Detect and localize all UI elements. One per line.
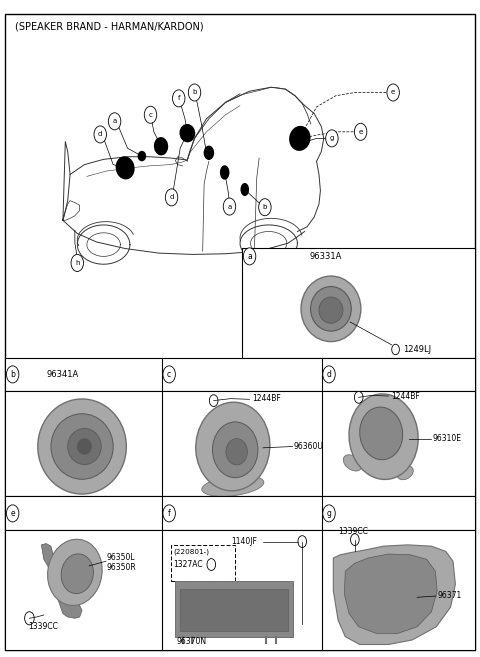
Text: 96350L: 96350L — [107, 553, 135, 562]
Circle shape — [6, 505, 19, 522]
Text: d: d — [326, 370, 332, 379]
Ellipse shape — [180, 124, 195, 143]
Circle shape — [94, 126, 107, 143]
FancyBboxPatch shape — [5, 14, 475, 650]
FancyBboxPatch shape — [175, 581, 293, 637]
Text: 1339CC: 1339CC — [28, 622, 59, 631]
Text: 96350R: 96350R — [107, 562, 137, 572]
Circle shape — [163, 366, 175, 383]
Text: a: a — [228, 204, 231, 210]
Ellipse shape — [213, 422, 258, 478]
Ellipse shape — [154, 137, 168, 156]
Circle shape — [24, 612, 34, 625]
Text: c: c — [149, 112, 153, 118]
Circle shape — [108, 113, 121, 130]
Text: (SPEAKER BRAND - HARMAN/KARDON): (SPEAKER BRAND - HARMAN/KARDON) — [15, 22, 204, 32]
FancyBboxPatch shape — [5, 495, 475, 530]
Circle shape — [165, 189, 178, 206]
Ellipse shape — [220, 166, 229, 179]
Ellipse shape — [38, 399, 126, 494]
Circle shape — [144, 106, 157, 124]
Circle shape — [207, 558, 216, 570]
Text: 1244BF: 1244BF — [391, 392, 420, 401]
Ellipse shape — [226, 439, 247, 465]
Ellipse shape — [204, 146, 214, 160]
Text: 96360U: 96360U — [294, 442, 324, 451]
Circle shape — [243, 248, 256, 265]
Text: 96370N: 96370N — [176, 637, 206, 646]
Ellipse shape — [343, 455, 361, 471]
Text: e: e — [359, 129, 363, 135]
Circle shape — [163, 505, 175, 522]
Circle shape — [323, 366, 335, 383]
Text: (220801-): (220801-) — [173, 548, 209, 555]
Circle shape — [354, 124, 367, 141]
Ellipse shape — [202, 476, 264, 496]
Text: 96331A: 96331A — [310, 252, 342, 261]
Text: d: d — [98, 131, 102, 137]
Text: 1140JF: 1140JF — [231, 537, 257, 546]
FancyBboxPatch shape — [180, 589, 288, 631]
Circle shape — [223, 198, 236, 215]
Ellipse shape — [301, 276, 361, 342]
Polygon shape — [333, 545, 456, 645]
Text: a: a — [112, 118, 117, 124]
Text: a: a — [247, 252, 252, 261]
Ellipse shape — [397, 466, 413, 480]
Ellipse shape — [240, 183, 249, 196]
Circle shape — [298, 535, 307, 547]
Text: g: g — [330, 135, 334, 141]
Text: e: e — [391, 89, 396, 95]
Circle shape — [325, 130, 338, 147]
Circle shape — [350, 533, 359, 545]
Ellipse shape — [196, 402, 270, 491]
Ellipse shape — [77, 439, 92, 455]
Ellipse shape — [61, 554, 94, 593]
Text: c: c — [167, 370, 171, 379]
Circle shape — [172, 90, 185, 107]
Ellipse shape — [116, 156, 134, 179]
Circle shape — [323, 505, 335, 522]
Text: 1327AC: 1327AC — [173, 560, 203, 569]
Text: 96310E: 96310E — [432, 434, 461, 443]
Text: f: f — [168, 509, 170, 518]
Ellipse shape — [51, 414, 113, 480]
Circle shape — [209, 395, 218, 407]
Ellipse shape — [311, 286, 351, 331]
Circle shape — [188, 84, 201, 101]
Ellipse shape — [349, 394, 418, 480]
Circle shape — [6, 366, 19, 383]
Text: d: d — [169, 194, 174, 200]
Text: g: g — [326, 509, 332, 518]
Circle shape — [392, 344, 399, 355]
Text: b: b — [10, 370, 15, 379]
FancyBboxPatch shape — [5, 358, 475, 391]
Text: b: b — [192, 89, 197, 95]
Circle shape — [387, 84, 399, 101]
Ellipse shape — [289, 126, 311, 151]
Ellipse shape — [319, 297, 343, 323]
FancyBboxPatch shape — [170, 545, 235, 581]
Text: 96371: 96371 — [437, 591, 461, 600]
Circle shape — [354, 392, 363, 403]
Text: e: e — [11, 509, 15, 518]
Polygon shape — [41, 543, 82, 618]
Text: 1339CC: 1339CC — [338, 527, 368, 536]
Text: 1249LJ: 1249LJ — [403, 345, 431, 354]
Text: 1244BF: 1244BF — [252, 394, 281, 403]
FancyBboxPatch shape — [242, 248, 475, 358]
Ellipse shape — [360, 407, 403, 460]
Ellipse shape — [138, 151, 146, 162]
FancyBboxPatch shape — [5, 391, 475, 495]
Text: h: h — [75, 260, 80, 266]
Ellipse shape — [48, 539, 102, 606]
Text: f: f — [178, 95, 180, 101]
Text: b: b — [263, 204, 267, 210]
Circle shape — [259, 198, 271, 215]
Text: 96341A: 96341A — [47, 370, 79, 379]
Circle shape — [71, 254, 84, 271]
Ellipse shape — [68, 428, 101, 464]
FancyBboxPatch shape — [5, 530, 475, 650]
Polygon shape — [344, 554, 437, 633]
